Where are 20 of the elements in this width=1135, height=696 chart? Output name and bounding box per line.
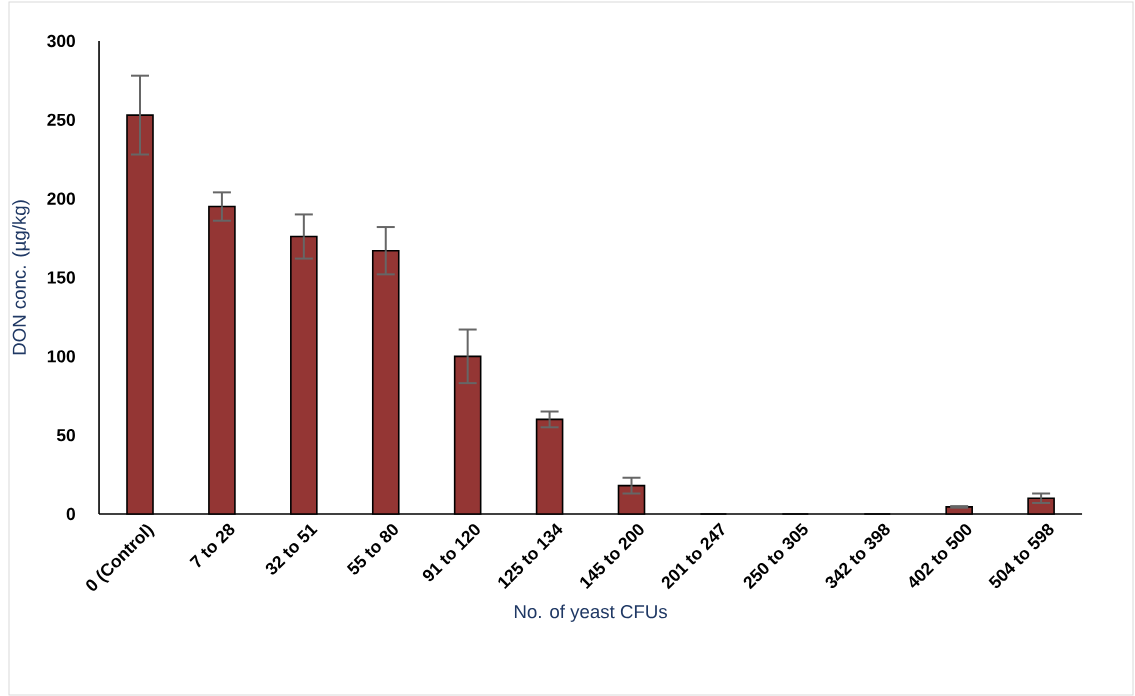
y-tick-label: 200 <box>47 192 75 205</box>
x-tick-label: 504 to 598 <box>988 523 1054 589</box>
y-tick-label: 0 <box>66 507 75 521</box>
x-axis-title: No. of yeast CFUs <box>514 604 667 622</box>
x-tick-label: 145 to 200 <box>580 524 644 589</box>
y-tick-label: 100 <box>47 350 75 363</box>
x-tick-label: 201 to 247 <box>661 522 725 590</box>
y-tick-label: 300 <box>47 34 75 48</box>
x-tick-label: 55 to 80 <box>346 524 398 575</box>
x-tick-label: 91 to 120 <box>422 524 480 582</box>
x-tick-label: 32 to 51 <box>265 524 318 575</box>
y-tick-label: 250 <box>47 113 75 126</box>
y-axis-title: DON conc. (µg/kg) <box>12 200 30 355</box>
y-tick-label: 150 <box>47 271 75 284</box>
x-tick-label: 7 to 28 <box>189 523 235 568</box>
x-tick-label: 125 to 134 <box>498 523 563 589</box>
x-tick-label: 342 to 398 <box>825 523 890 589</box>
x-tick-label: 250 to 305 <box>743 522 808 590</box>
y-tick-label: 50 <box>56 429 75 442</box>
x-tick-label: 402 to 500 <box>909 524 972 588</box>
